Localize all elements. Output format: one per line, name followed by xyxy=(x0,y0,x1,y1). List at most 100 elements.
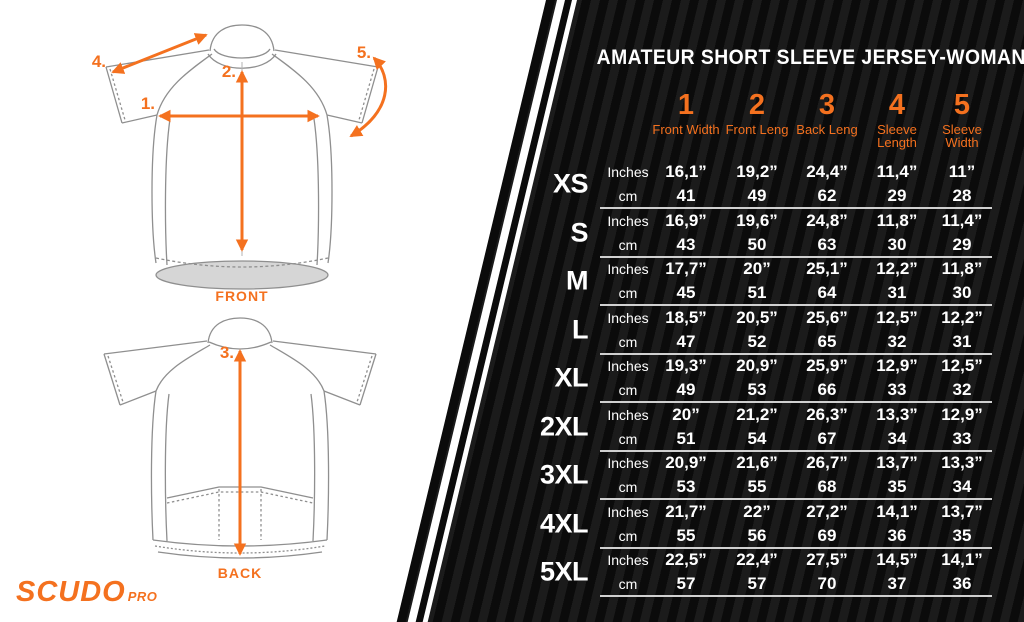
measure-label-4: 4. xyxy=(92,52,106,71)
front-view-label: FRONT xyxy=(215,288,268,304)
cm-value: 29 xyxy=(887,186,907,205)
inches-value: 26,3” xyxy=(806,405,848,424)
size-row-xs: XS Inches cm 16,1” 41 19,2” 49 24,4” 62 11,4… xyxy=(0,160,1024,209)
cm-value: 47 xyxy=(676,332,696,351)
cm-value: 34 xyxy=(952,477,972,496)
cm-value: 65 xyxy=(817,332,837,351)
unit-cm-label: cm xyxy=(618,188,638,204)
inches-value: 21,7” xyxy=(665,502,707,521)
measure-label-5: 5. xyxy=(357,43,371,62)
cm-value: 69 xyxy=(817,526,837,545)
size-label: L xyxy=(572,314,589,345)
cm-value: 36 xyxy=(887,526,907,545)
inches-value: 17,7” xyxy=(665,259,707,278)
size-row-2xl: 2XL Inches cm 20” 51 21,2” 54 26,3” 67 13,3”… xyxy=(0,403,1024,452)
inches-value: 12,2” xyxy=(876,259,918,278)
inches-value: 18,5” xyxy=(665,308,707,327)
cm-value: 53 xyxy=(747,380,767,399)
unit-inches-label: Inches xyxy=(607,164,649,180)
column-header-front-leng: 2 Front Leng xyxy=(722,90,792,136)
inches-value: 20,9” xyxy=(736,356,778,375)
column-number: 1 xyxy=(677,89,695,121)
inches-value: 19,2” xyxy=(736,162,778,181)
column-header-back-leng: 3 Back Leng xyxy=(792,90,862,136)
inches-value: 16,9” xyxy=(665,211,707,230)
inches-value: 22,4” xyxy=(736,550,778,569)
unit-cm-label: cm xyxy=(618,285,638,301)
inches-value: 13,3” xyxy=(941,453,983,472)
inches-value: 12,9” xyxy=(876,356,918,375)
brand-name: SCUDO xyxy=(16,576,126,608)
cm-value: 57 xyxy=(747,574,767,593)
column-header-sleeve-width: 5 Sleeve Width xyxy=(927,90,997,149)
inches-value: 25,6” xyxy=(806,308,848,327)
inches-value: 14,1” xyxy=(876,502,918,521)
unit-inches-label: Inches xyxy=(607,261,649,277)
column-number: 4 xyxy=(888,89,906,121)
inches-value: 14,5” xyxy=(876,550,918,569)
unit-inches-label: Inches xyxy=(607,455,649,471)
cm-value: 45 xyxy=(676,283,696,302)
unit-inches-label: Inches xyxy=(607,358,649,374)
column-number: 5 xyxy=(953,89,971,121)
cm-value: 55 xyxy=(747,477,767,496)
arrow-5-sleeve-width xyxy=(349,56,388,138)
cm-value: 51 xyxy=(676,429,696,448)
cm-value: 41 xyxy=(676,186,696,205)
column-number: 2 xyxy=(748,89,766,121)
inches-value: 21,2” xyxy=(736,405,778,424)
inches-value: 22,5” xyxy=(665,550,707,569)
inches-value: 12,5” xyxy=(941,356,983,375)
size-row-l: L Inches cm 18,5” 47 20,5” 52 25,6” 65 12,5”… xyxy=(0,306,1024,355)
cm-value: 33 xyxy=(952,429,972,448)
size-label: 3XL xyxy=(539,459,589,490)
column-number: 3 xyxy=(818,89,836,121)
inches-value: 27,5” xyxy=(806,550,848,569)
cm-value: 30 xyxy=(952,283,972,302)
inches-value: 12,9” xyxy=(941,405,983,424)
cm-value: 37 xyxy=(887,574,907,593)
measure-label-2: 2. xyxy=(222,62,236,81)
inches-value: 13,3” xyxy=(876,405,918,424)
column-label: Back Leng xyxy=(796,122,858,137)
back-jersey-outline xyxy=(103,317,377,559)
column-label: Front Leng xyxy=(725,122,789,137)
cm-value: 32 xyxy=(887,332,907,351)
front-measure-arrows xyxy=(111,33,388,252)
cm-value: 35 xyxy=(952,526,972,545)
measure-label-1: 1. xyxy=(141,94,155,113)
size-row-m: M Inches cm 17,7” 45 20” 51 25,1” 64 12,2” 31… xyxy=(0,257,1024,306)
size-row-3xl: 3XL Inches cm 20,9” 53 21,6” 55 26,7” 68 13,… xyxy=(0,451,1024,500)
inches-value: 21,6” xyxy=(736,453,778,472)
size-label: 5XL xyxy=(539,556,589,587)
cm-value: 49 xyxy=(747,186,767,205)
inches-value: 22” xyxy=(743,502,771,521)
inches-value: 19,3” xyxy=(665,356,707,375)
inches-value: 25,1” xyxy=(806,259,848,278)
unit-cm-label: cm xyxy=(618,479,638,495)
arrow-4-sleeve-length xyxy=(111,33,208,74)
unit-inches-label: Inches xyxy=(607,213,649,229)
unit-cm-label: cm xyxy=(618,528,638,544)
inches-value: 27,2” xyxy=(806,502,848,521)
size-row-5xl: 5XL Inches cm 22,5” 57 22,4” 57 27,5” 70 14,… xyxy=(0,548,1024,597)
cm-value: 32 xyxy=(952,380,972,399)
brand-suffix: PRO xyxy=(127,589,158,604)
size-row-xl: XL Inches cm 19,3” 49 20,9” 53 25,9” 66 12,9… xyxy=(0,354,1024,403)
cm-value: 36 xyxy=(952,574,972,593)
column-header-front-width: 1 Front Width xyxy=(651,90,721,136)
cm-value: 62 xyxy=(817,186,837,205)
column-label: Front Width xyxy=(652,122,720,137)
unit-cm-label: cm xyxy=(618,237,638,253)
size-row-s: S Inches cm 16,9” 43 19,6” 50 24,8” 63 11,8”… xyxy=(0,209,1024,258)
cm-value: 66 xyxy=(817,380,837,399)
cm-value: 70 xyxy=(817,574,837,593)
back-view-label: BACK xyxy=(218,565,262,581)
unit-cm-label: cm xyxy=(618,576,638,592)
cm-value: 56 xyxy=(747,526,767,545)
cm-value: 28 xyxy=(952,186,972,205)
cm-value: 51 xyxy=(747,283,767,302)
inches-value: 16,1” xyxy=(665,162,707,181)
inches-value: 12,5” xyxy=(876,308,918,327)
column-label: Sleeve Length xyxy=(877,122,917,150)
